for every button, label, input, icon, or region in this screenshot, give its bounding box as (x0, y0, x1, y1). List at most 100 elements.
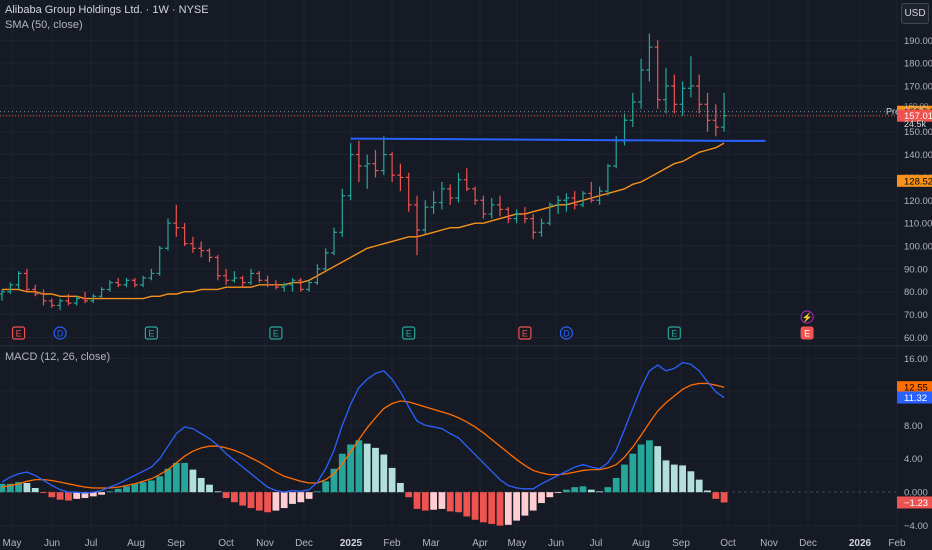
marker-letter: E (804, 329, 810, 339)
macd-histogram-bar (596, 491, 603, 493)
indicator-macd-label[interactable]: MACD (12, 26, close) (5, 351, 111, 363)
price-bar (239, 275, 246, 288)
price-bar (98, 287, 105, 299)
macd-histogram-bar (646, 440, 653, 493)
price-bar (679, 81, 686, 116)
macd-value-label: 12.55 (897, 381, 932, 394)
price-bar (563, 193, 570, 212)
price-bar (206, 248, 213, 262)
price-bar (596, 186, 603, 205)
macd-histogram-bar (40, 492, 47, 494)
macd-histogram-bar (637, 444, 645, 493)
price-bar (347, 143, 354, 201)
price-bar (198, 241, 205, 258)
macd-histogram-bar (65, 492, 72, 501)
macd-histogram-bar (98, 492, 105, 495)
price-bar (455, 172, 462, 203)
price-bar (588, 182, 595, 203)
price-bar (414, 195, 420, 256)
price-bar (314, 264, 321, 285)
price-bar (380, 136, 387, 176)
macd-tick-label: 16.00 (904, 354, 928, 365)
price-bar (604, 163, 611, 196)
x-tick-label: Jun (44, 538, 60, 549)
x-tick-label: Dec (799, 538, 817, 549)
marker-letter: E (273, 329, 279, 339)
macd-histogram-bar (363, 443, 371, 493)
price-bar (140, 275, 147, 288)
price-bar (297, 278, 304, 292)
macd-histogram-bar (529, 492, 537, 511)
macd-histogram-bar (172, 462, 180, 493)
x-tick-label: Feb (383, 538, 401, 549)
x-tick-label: May (508, 538, 527, 549)
price-bar (480, 195, 487, 219)
price-bar (513, 209, 520, 224)
x-tick-label: Sep (167, 538, 185, 549)
price-bar (438, 182, 445, 210)
price-bar (422, 200, 429, 235)
price-bar (281, 282, 288, 292)
macd-histogram-bar (380, 454, 388, 493)
marker-letter: E (16, 329, 22, 339)
price-bar (248, 268, 254, 285)
macd-histogram-bar (272, 492, 280, 511)
price-pane[interactable]: E D E E E E D E⚡E (0, 33, 896, 340)
chart-title[interactable]: Alibaba Group Holdings Ltd. · 1W · NYSE (5, 4, 209, 16)
price-bar (430, 191, 437, 214)
price-bar (339, 188, 346, 237)
macd-value-label-bg (897, 391, 932, 404)
price-bar (106, 280, 113, 292)
macd-histogram-bar (430, 492, 437, 510)
macd-value-label-bg (897, 496, 932, 509)
price-label-bg (897, 174, 932, 187)
macd-histogram-bar (388, 467, 396, 493)
macd-tick-label: −4.00 (904, 521, 928, 532)
macd-histogram-bar (687, 471, 695, 493)
currency-button[interactable]: USD (901, 3, 929, 24)
macd-histogram-bar (712, 492, 720, 499)
earnings-marker-box (518, 326, 532, 340)
indicator-sma-label[interactable]: SMA (50, close) (5, 19, 83, 31)
price-bar (57, 298, 64, 310)
price-bar (712, 104, 719, 137)
price-bar (40, 289, 47, 306)
price-bar (32, 284, 39, 297)
price-tick-label: 60.00 (904, 333, 928, 344)
price-bar (405, 172, 412, 212)
price-legend: Alibaba Group Holdings Ltd. · 1W · NYSE … (5, 4, 209, 31)
marker-letter: E (522, 329, 528, 339)
price-bar (521, 207, 528, 224)
trendline (350, 137, 766, 142)
price-bar (65, 294, 72, 306)
price-label-text: 157.01 (904, 111, 932, 122)
macd-pane[interactable] (0, 361, 896, 526)
price-bar (15, 271, 22, 290)
macd-value-label: −1.23 (897, 496, 932, 509)
axes: May Jun Jul Aug Sep Oct Nov Dec 2025 Feb Mar Apr May… (3, 36, 932, 549)
dividend-marker-circle (559, 326, 574, 340)
earnings-marker: E (518, 326, 532, 340)
macd-tick-label: 0.000 (904, 488, 928, 499)
x-tick-label: Aug (127, 538, 145, 549)
macd-histogram-bar (629, 453, 637, 493)
macd-histogram-bar (247, 492, 255, 509)
price-tick-label: 80.00 (904, 287, 928, 298)
x-tick-label: Oct (218, 538, 234, 549)
x-tick-label: Jul (85, 538, 98, 549)
partial-label-160: 160.00 (904, 102, 929, 111)
price-tick-label: 110.00 (904, 219, 932, 230)
macd-histogram-bar (521, 492, 529, 516)
macd-histogram-bar (156, 476, 164, 493)
macd-histogram-bar (421, 492, 429, 511)
macd-histogram-bar (563, 489, 570, 493)
macd-histogram-bar (504, 492, 512, 525)
macd-histogram-bar (405, 492, 413, 498)
price-bar (571, 191, 578, 210)
x-tick-label: Nov (256, 538, 274, 549)
price-bar (555, 195, 562, 214)
price-tick-label: 90.00 (904, 264, 928, 275)
price-bar (7, 282, 14, 294)
